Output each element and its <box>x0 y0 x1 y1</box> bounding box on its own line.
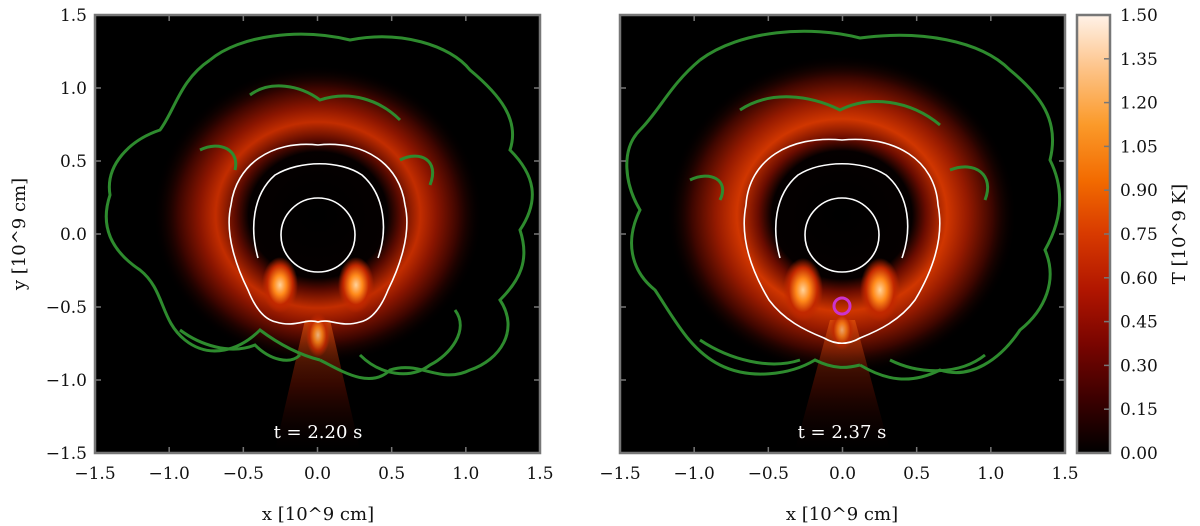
right-x-ticks: −1.5 −1.0 −0.5 0.0 0.5 1.0 1.5 <box>599 15 1079 484</box>
right-detonation-marker <box>832 296 852 316</box>
left-x-tick-label: −1.0 <box>149 464 190 484</box>
left-y-tick-label: 0.0 <box>60 225 87 245</box>
left-hot-spot-3 <box>306 313 330 357</box>
left-x-tick-label: 1.0 <box>452 464 479 484</box>
left-y-tick-label: −0.5 <box>46 298 87 318</box>
colorbar-label: T [10^9 K] <box>1169 184 1190 284</box>
right-x-tick-label: −1.5 <box>599 464 640 484</box>
left-x-axis-label: x [10^9 cm] <box>262 504 374 525</box>
right-hot-spot-1 <box>783 258 823 322</box>
left-core-circle <box>280 197 356 273</box>
colorbar-tick-label: 1.50 <box>1120 6 1158 26</box>
left-hot-spot-2 <box>338 257 374 313</box>
right-hot-shell <box>667 55 1017 375</box>
colorbar: 0.00 0.15 0.30 0.45 0.60 0.75 0.90 1.05 1.20 1.35… <box>1075 6 1190 464</box>
left-x-tick-label: 0.5 <box>378 464 405 484</box>
colorbar-tick-label: 0.90 <box>1120 181 1158 201</box>
colorbar-tick-label: 0.60 <box>1120 269 1158 289</box>
right-plume <box>795 320 890 450</box>
right-time-label: t = 2.37 s <box>798 422 887 443</box>
colorbar-tick-label: 0.15 <box>1120 400 1158 420</box>
left-y-tick-label: −1.5 <box>46 444 87 464</box>
left-time-label: t = 2.20 s <box>274 422 363 443</box>
right-core-circle <box>804 197 880 273</box>
colorbar-tick-label: 1.20 <box>1120 94 1158 114</box>
right-x-tick-label: 0.5 <box>903 464 930 484</box>
left-y-tick-label: 0.5 <box>60 152 87 172</box>
left-y-tick-label: 1.0 <box>60 79 87 99</box>
right-x-tick-label: −1.0 <box>674 464 715 484</box>
left-x-ticks: −1.5 −1.0 −0.5 0.0 0.5 1.0 1.5 <box>74 15 554 484</box>
right-y-ticks <box>620 14 1065 454</box>
colorbar-ticks: 0.00 0.15 0.30 0.45 0.60 0.75 0.90 1.05 1.20 1.35… <box>1104 6 1158 464</box>
right-hot-spot-3 <box>830 310 854 350</box>
left-x-tick-label: −0.5 <box>223 464 264 484</box>
left-plume <box>275 320 360 450</box>
colorbar-tick-label: 0.30 <box>1120 356 1158 376</box>
left-hot-spot-1 <box>262 257 298 313</box>
colorbar-tick-label: 0.00 <box>1120 444 1158 464</box>
right-x-tick-label: 1.0 <box>977 464 1004 484</box>
colorbar-tick-label: 0.45 <box>1120 313 1158 333</box>
colorbar-tick-label: 0.75 <box>1120 225 1158 245</box>
colorbar-tick-label: 1.05 <box>1120 137 1158 157</box>
left-x-tick-label: 0.0 <box>304 464 331 484</box>
left-panel: −1.5 −1.0 −0.5 0.0 0.5 1.0 1.5 −1.5 −1.0 −0.5 0.0… <box>9 6 554 525</box>
right-hot-spot-2 <box>860 258 900 322</box>
left-y-axis-label: y [10^9 cm] <box>9 178 30 291</box>
left-y-ticks: −1.5 −1.0 −0.5 0.0 0.5 1.0 1.5 <box>46 6 540 464</box>
left-y-tick-label: 1.5 <box>60 6 87 26</box>
right-x-tick-label: −0.5 <box>748 464 789 484</box>
left-white-contours <box>228 143 408 325</box>
right-x-tick-label: 0.0 <box>829 464 856 484</box>
left-y-tick-label: −1.0 <box>46 371 87 391</box>
left-x-tick-label: 1.5 <box>526 464 553 484</box>
left-x-tick-label: −1.5 <box>74 464 115 484</box>
right-white-contours <box>743 138 941 345</box>
right-green-contours <box>625 29 1062 381</box>
right-x-axis-label: x [10^9 cm] <box>786 504 898 525</box>
right-x-tick-label: 1.5 <box>1051 464 1078 484</box>
left-green-contours <box>104 32 534 381</box>
right-panel: −1.5 −1.0 −0.5 0.0 0.5 1.0 1.5 t = 2.37 s x [1… <box>599 13 1079 525</box>
left-hot-shell <box>153 65 483 365</box>
colorbar-tick-label: 1.35 <box>1120 50 1158 70</box>
